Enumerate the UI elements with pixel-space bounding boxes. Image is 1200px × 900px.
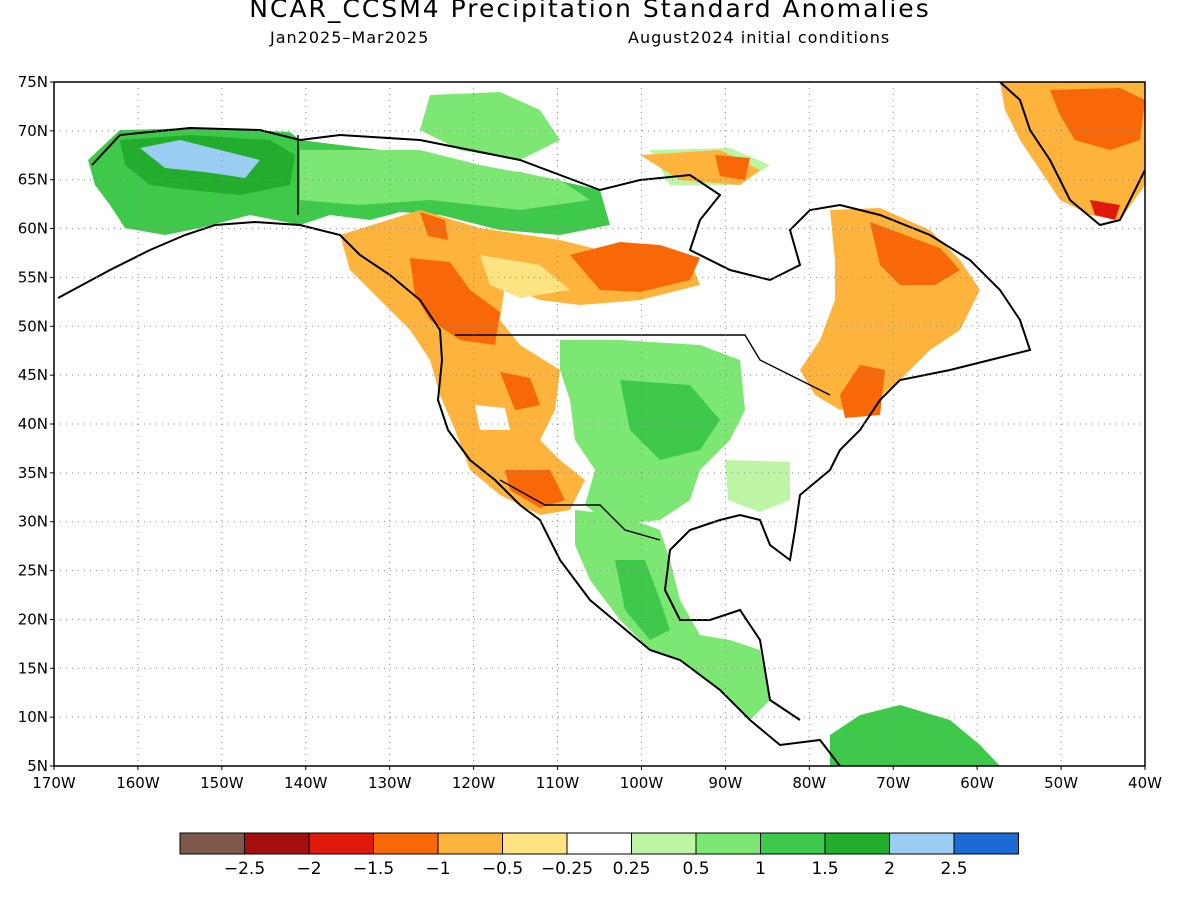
colorbar-label: 1.5 [811,859,838,879]
colorbar-label: 0.25 [613,859,651,879]
colorbar-label: −0.25 [541,859,593,879]
anomaly-shading [88,82,1145,766]
pacific-coastline [57,220,841,766]
bc-north-dry-core [420,212,448,240]
colorbar-swatch [566,832,632,855]
lat-tick-label: 55N [18,268,48,286]
alberta-weak-dry [480,255,570,298]
lat-tick-label: 65N [18,171,48,189]
colorbar-label: 2 [884,859,895,879]
colorbar-swatch [953,832,1019,855]
arizona-dry-core [505,470,565,508]
coastlines [57,82,1145,766]
lon-tick-label: 80W [792,774,826,792]
lat-tick-label: 20N [18,610,48,628]
us-mexico-border [499,479,661,541]
southeast-wet [725,460,790,512]
colorbar-swatch [437,832,503,855]
initial-conditions: August2024 initial conditions [628,28,891,47]
colorbar-label: −0.5 [482,859,523,879]
lon-tick-label: 140W [284,774,328,792]
colorbar: −2.5 −2 −1.5 −1 −0.5 −0.25 0.25 0.5 1 1.5 2 2.5 [179,832,1019,879]
alaska-extreme-wet-core [140,140,260,178]
colorbar-swatch [308,832,374,855]
lat-tick-label: 45N [18,366,48,384]
lon-tick-label: 70W [876,774,910,792]
atlantic-coastline [91,126,1032,721]
lat-tick-label: 35N [18,464,48,482]
south-america-wet [830,705,1000,766]
colorbar-swatch [244,832,310,855]
colorbar-swatch [502,832,568,855]
lat-tick-label: 5N [27,757,48,775]
colorbar-label: 2.5 [940,859,967,879]
colorbar-swatch [179,832,245,855]
colorbar-label: −2 [296,859,321,879]
nevada-neutral-patch [475,405,510,430]
lon-tick-label: 110W [536,774,580,792]
lon-tick-label: 90W [708,774,742,792]
lat-tick-label: 15N [18,659,48,677]
lon-tick-label: 60W [960,774,994,792]
lon-tick-label: 100W [620,774,664,792]
lon-tick-label: 160W [116,774,160,792]
lat-tick-label: 25N [18,562,48,580]
bc-very-dry-core [410,258,500,345]
lat-tick-label: 40N [18,415,48,433]
lon-tick-label: 40W [1128,774,1162,792]
hudson-dry-core [570,242,700,292]
greenland-coastline [999,82,1145,227]
greenland-very-dry-core [1050,88,1145,150]
colorbar-label: −1 [425,859,450,879]
lon-tick-label: 130W [368,774,412,792]
mexico-wet [575,510,770,720]
colorbar-swatch [889,832,955,855]
arctic-islands-wet [420,92,560,160]
lon-tick-label: 120W [452,774,496,792]
baffin-dry-core [715,155,750,180]
lon-tick-label: 150W [200,774,244,792]
greenland-extreme-dry-core [1090,200,1120,220]
lon-tick-label: 170W [32,774,76,792]
colorbar-swatch [824,832,890,855]
lat-tick-label: 10N [18,708,48,726]
colorbar-label: 0.5 [682,859,709,879]
colorbar-swatch [695,832,761,855]
mexico-wet-core [615,560,670,640]
colorbar-swatch [760,832,826,855]
colorbar-label: −2.5 [224,859,265,879]
midwest-wet-core [620,380,720,460]
map-axes: 75N 70N 65N 60N 55N 50N 45N 40N 35N 30N 25N 20N 15N 1… [18,73,1162,792]
idaho-dry-core [500,372,540,410]
political-borders [297,135,831,541]
lat-tick-label: 60N [18,220,48,238]
colorbar-label: −1.5 [353,859,394,879]
colorbar-swatch [631,832,697,855]
northeast-us-dry-core [840,365,885,418]
us-canada-border [455,334,831,396]
colorbar-label: 1 [755,859,766,879]
quebec-very-dry-core [870,222,960,285]
lon-tick-label: 50W [1044,774,1078,792]
forecast-period: Jan2025–Mar2025 [270,28,430,47]
graticule [54,82,1145,766]
lat-tick-label: 70N [18,122,48,140]
map-title: NCAR_CCSM4 Precipitation Standard Anomal… [249,0,931,23]
lat-tick-label: 30N [18,513,48,531]
lat-tick-label: 50N [18,317,48,335]
lat-tick-label: 75N [18,73,48,91]
colorbar-swatch [373,832,439,855]
